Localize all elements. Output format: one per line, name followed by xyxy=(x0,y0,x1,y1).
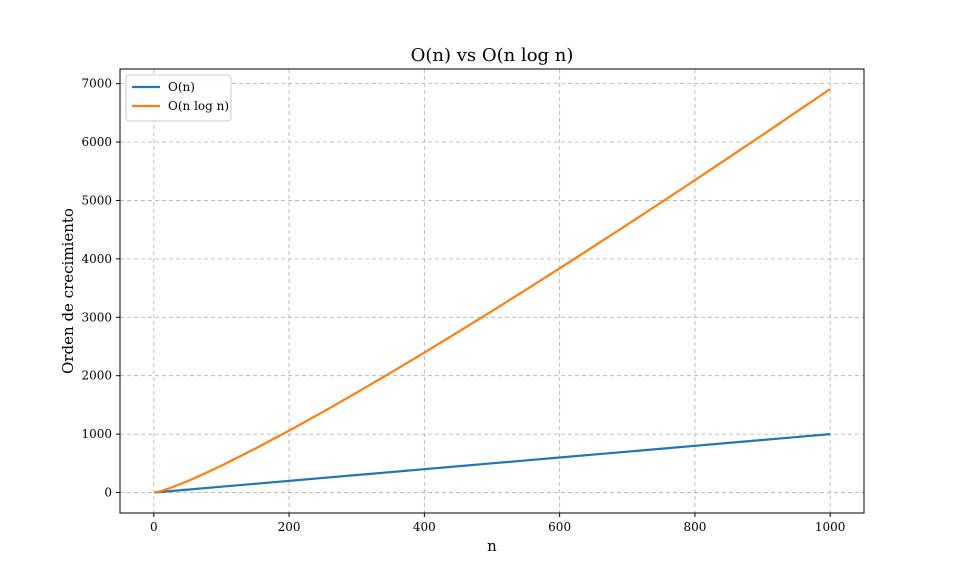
y-axis-ticks: 0 1000 2000 3000 4000 5000 6000 7000 xyxy=(81,77,120,500)
x-tick-label: 0 xyxy=(150,520,158,534)
series-line-1 xyxy=(154,433,831,494)
y-tick-label: 1000 xyxy=(81,427,112,441)
x-axis-label: n xyxy=(487,537,497,555)
y-tick-label: 7000 xyxy=(81,77,112,91)
plot-frame xyxy=(119,68,865,514)
legend: O(n) O(n log n) xyxy=(125,74,232,122)
grid xyxy=(120,69,864,513)
x-tick-label: 600 xyxy=(548,520,571,534)
y-tick-label: 0 xyxy=(104,486,112,500)
y-tick-label: 3000 xyxy=(81,310,112,324)
y-tick-label: 2000 xyxy=(81,369,112,383)
series-line-2 xyxy=(154,88,831,494)
x-tick-label: 400 xyxy=(413,520,436,534)
legend-label: O(n log n) xyxy=(168,99,229,113)
x-tick-label: 1000 xyxy=(815,520,846,534)
y-tick-label: 4000 xyxy=(81,252,112,266)
series-layer xyxy=(154,88,831,494)
x-tick-label: 800 xyxy=(683,520,706,534)
x-axis-ticks: 0 200 400 600 800 1000 xyxy=(150,513,845,534)
x-tick-label: 200 xyxy=(278,520,301,534)
chart-title: O(n) vs O(n log n) xyxy=(411,45,574,66)
y-tick-label: 6000 xyxy=(81,135,112,149)
y-tick-label: 5000 xyxy=(81,193,112,207)
y-axis-label: Orden de crecimiento xyxy=(59,208,77,374)
legend-label: O(n) xyxy=(168,80,195,94)
